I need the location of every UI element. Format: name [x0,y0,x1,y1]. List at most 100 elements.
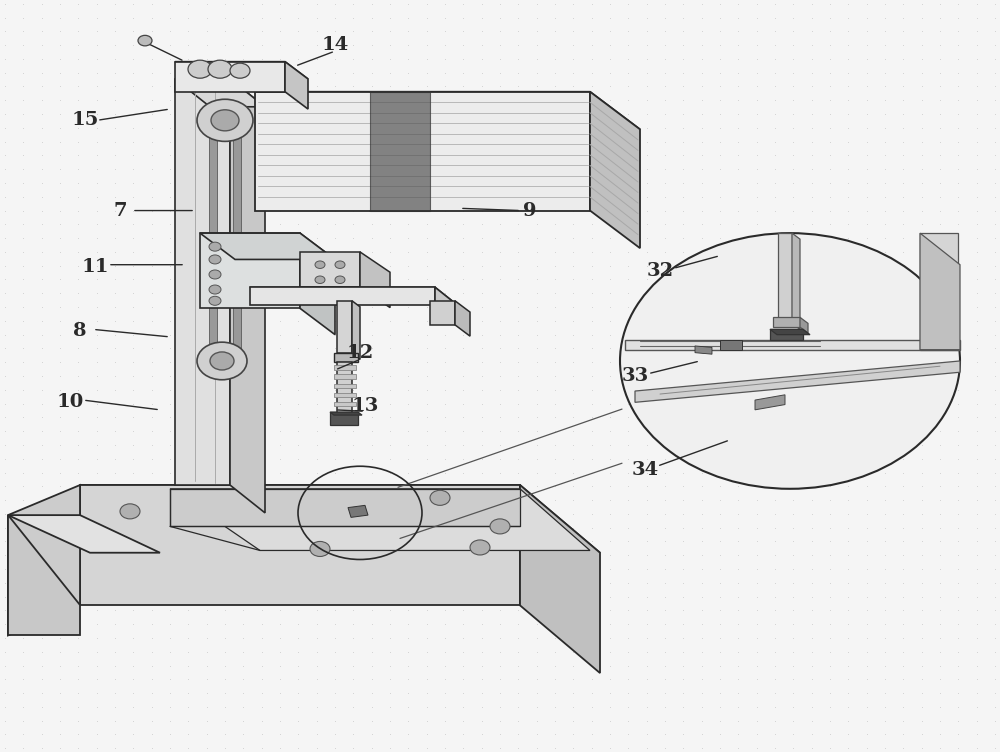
Point [309,205,325,217]
Point [932,549,948,561]
Point [309,660,325,672]
Point [309,315,325,327]
Point [767,632,783,644]
Point [492,646,508,658]
Point [52,259,68,271]
Point [932,11,948,23]
Point [474,370,490,382]
Point [822,742,838,752]
Polygon shape [334,374,356,379]
Point [584,0,600,10]
Point [950,232,966,244]
Point [254,370,270,382]
Point [785,177,801,189]
Point [437,232,453,244]
Point [400,384,416,396]
Point [877,163,893,175]
Point [199,742,215,752]
Point [455,259,471,271]
Point [125,742,141,752]
Point [15,646,31,658]
Point [675,94,691,106]
Point [70,150,86,162]
Point [89,494,105,506]
Point [492,577,508,589]
Point [602,646,618,658]
Point [345,701,361,713]
Point [180,370,196,382]
Point [492,632,508,644]
Point [969,398,985,410]
Point [400,563,416,575]
Point [400,535,416,547]
Point [895,94,911,106]
Point [107,259,123,271]
Point [785,618,801,630]
Point [419,549,435,561]
Point [272,535,288,547]
Point [125,370,141,382]
Point [0,94,13,106]
Point [529,439,545,451]
Point [419,590,435,602]
Point [840,714,856,726]
Point [987,11,1000,23]
Point [657,259,673,271]
Point [345,94,361,106]
Point [345,590,361,602]
Point [510,370,526,382]
Point [0,301,13,313]
Point [675,11,691,23]
Point [474,714,490,726]
Point [639,135,655,147]
Point [547,94,563,106]
Point [400,411,416,423]
Point [419,466,435,478]
Point [657,135,673,147]
Point [70,177,86,189]
Point [987,274,1000,286]
Point [254,453,270,465]
Point [877,11,893,23]
Point [474,150,490,162]
Point [620,274,636,286]
Point [547,590,563,602]
Point [327,232,343,244]
Point [235,274,251,286]
Text: 10: 10 [56,393,84,411]
Point [639,590,655,602]
Point [987,687,1000,699]
Point [547,11,563,23]
Point [0,177,13,189]
Point [602,246,618,258]
Point [840,135,856,147]
Point [15,122,31,134]
Point [987,315,1000,327]
Point [822,481,838,493]
Point [474,522,490,534]
Point [34,342,50,354]
Point [987,398,1000,410]
Point [987,232,1000,244]
Point [584,577,600,589]
Point [529,646,545,658]
Point [382,26,398,38]
Point [804,108,820,120]
Point [767,150,783,162]
Point [639,274,655,286]
Point [364,618,380,630]
Point [34,701,50,713]
Point [70,122,86,134]
Point [217,563,233,575]
Point [419,494,435,506]
Point [712,177,728,189]
Point [785,218,801,230]
Point [107,370,123,382]
Point [437,605,453,617]
Point [529,411,545,423]
Point [510,425,526,437]
Point [987,494,1000,506]
Point [199,218,215,230]
Point [840,742,856,752]
Point [364,287,380,299]
